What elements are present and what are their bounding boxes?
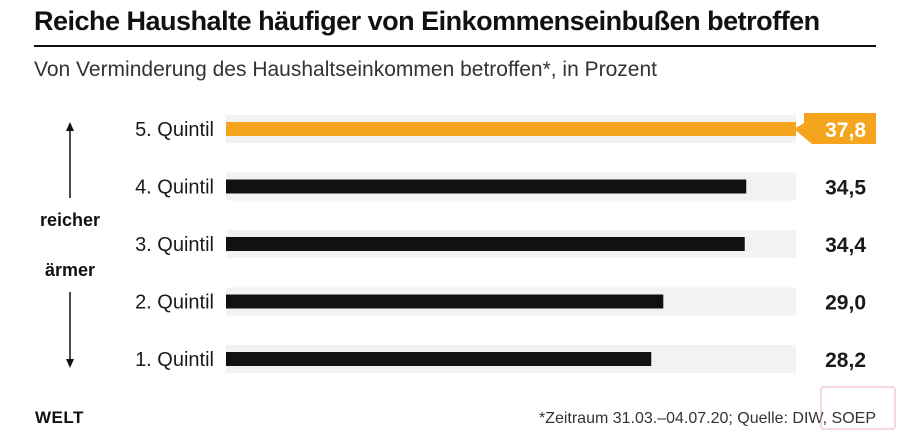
up-arrow-head xyxy=(66,122,74,131)
value-label: 28,2 xyxy=(825,349,866,372)
side-label-reicher: reicher xyxy=(40,210,100,230)
bars-group: 5. Quintil 37,8 4. Quintil 34,5 3. Quintil 34… xyxy=(135,113,876,373)
bar xyxy=(226,294,664,309)
brand-logo: WELT xyxy=(35,408,84,427)
category-label: 2. Quintil xyxy=(135,292,214,314)
value-label: 34,5 xyxy=(825,177,866,200)
value-label: 37,8 xyxy=(825,119,866,142)
bar xyxy=(226,237,745,251)
category-label: 1. Quintil xyxy=(135,349,214,371)
bar xyxy=(226,179,747,194)
chart-subtitle: Von Verminderung des Haushaltseinkommen … xyxy=(34,58,657,81)
value-label: 34,4 xyxy=(825,234,866,257)
highlight-value-box xyxy=(794,113,876,144)
down-arrow-head xyxy=(66,359,74,368)
chart-title: Reiche Haushalte häufiger von Einkommens… xyxy=(34,6,820,36)
bar xyxy=(226,122,796,136)
category-label: 4. Quintil xyxy=(135,177,214,199)
category-label: 5. Quintil xyxy=(135,119,214,141)
direction-arrows: reicher ärmer xyxy=(40,122,100,368)
bar xyxy=(226,352,652,366)
watermark-stamp xyxy=(820,386,896,430)
side-label-aermer: ärmer xyxy=(45,260,95,280)
source-note: *Zeitraum 31.03.–04.07.20; Quelle: DIW, … xyxy=(538,410,876,427)
title-rule xyxy=(34,45,876,47)
category-label: 3. Quintil xyxy=(135,234,214,256)
value-label: 29,0 xyxy=(825,292,866,315)
